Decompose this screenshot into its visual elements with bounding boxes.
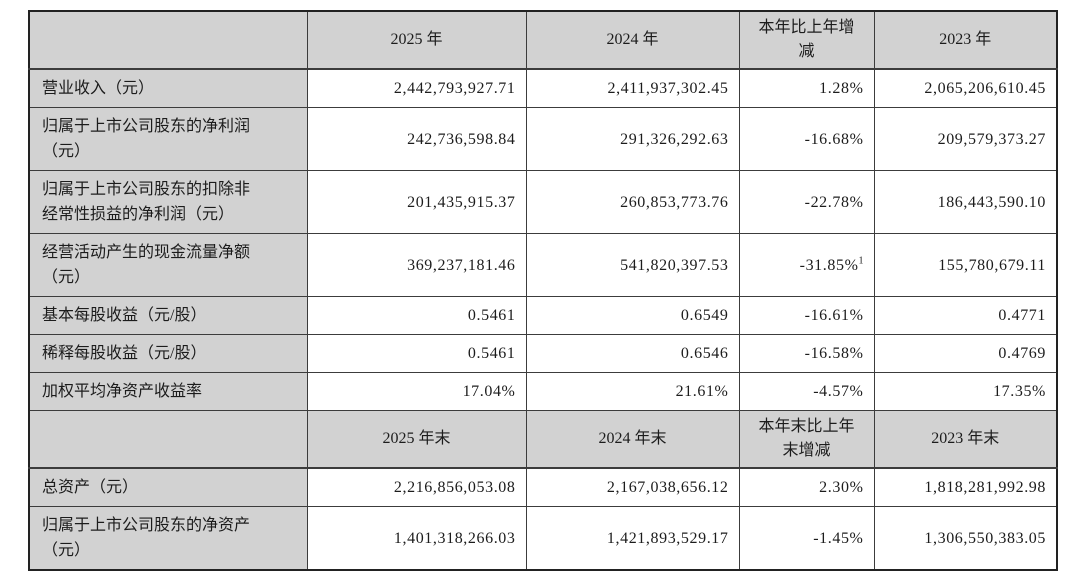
table-row: 营业收入（元） 2,442,793,927.71 2,411,937,302.45 1… — [28, 68, 1058, 108]
cell-year-2023-end: 1,818,281,992.98 — [873, 467, 1058, 507]
column-header-year-2024-end: 2024 年末 — [525, 410, 740, 469]
cell-year-2024: 2,411,937,302.45 — [525, 68, 740, 108]
row-label: 经营活动产生的现金流量净额 （元） — [28, 233, 308, 297]
cell-year-2025: 0.5461 — [306, 296, 527, 335]
cell-year-2025: 17.04% — [306, 372, 527, 411]
column-header-change-end: 本年末比上年 末增减 — [738, 410, 875, 469]
row-label: 归属于上市公司股东的扣除非 经常性损益的净利润（元） — [28, 170, 308, 234]
cell-year-2024: 0.6546 — [525, 334, 740, 373]
column-header-change: 本年比上年增 减 — [738, 10, 875, 70]
cell-year-2024: 21.61% — [525, 372, 740, 411]
cell-change: 1.28% — [738, 68, 875, 108]
table-header-row: 2025 年末 2024 年末 本年末比上年 末增减 2023 年末 — [28, 410, 1058, 469]
cell-year-2025-end: 2,216,856,053.08 — [306, 467, 527, 507]
cell-year-2024-end: 1,421,893,529.17 — [525, 506, 740, 571]
cell-year-2025: 201,435,915.37 — [306, 170, 527, 234]
row-label: 稀释每股收益（元/股） — [28, 334, 308, 373]
cell-year-2023: 186,443,590.10 — [873, 170, 1058, 234]
cell-year-2025: 242,736,598.84 — [306, 107, 527, 171]
row-label: 加权平均净资产收益率 — [28, 372, 308, 411]
corner-cell — [28, 410, 308, 469]
cell-year-2024: 291,326,292.63 — [525, 107, 740, 171]
cell-year-2023: 2,065,206,610.45 — [873, 68, 1058, 108]
cell-year-2023-end: 1,306,550,383.05 — [873, 506, 1058, 571]
cell-year-2025: 0.5461 — [306, 334, 527, 373]
table-row: 归属于上市公司股东的净利润 （元） 242,736,598.84 291,326,2… — [28, 107, 1058, 171]
column-header-year-2025: 2025 年 — [306, 10, 527, 70]
table-row: 总资产（元） 2,216,856,053.08 2,167,038,656.12 2.… — [28, 467, 1058, 507]
cell-change: -16.68% — [738, 107, 875, 171]
column-header-year-2024: 2024 年 — [525, 10, 740, 70]
table-row: 归属于上市公司股东的扣除非 经常性损益的净利润（元） 201,435,915.37… — [28, 170, 1058, 234]
table-row: 加权平均净资产收益率 17.04% 21.61% -4.57% 17.35% — [28, 372, 1058, 411]
row-label: 归属于上市公司股东的净利润 （元） — [28, 107, 308, 171]
cell-year-2023: 17.35% — [873, 372, 1058, 411]
cell-year-2025: 2,442,793,927.71 — [306, 68, 527, 108]
row-label: 营业收入（元） — [28, 68, 308, 108]
cell-year-2025: 369,237,181.46 — [306, 233, 527, 297]
table-row: 归属于上市公司股东的净资产 （元） 1,401,318,266.03 1,421,8… — [28, 506, 1058, 571]
table-row: 经营活动产生的现金流量净额 （元） 369,237,181.46 541,820,3… — [28, 233, 1058, 297]
column-header-year-2023: 2023 年 — [873, 10, 1058, 70]
financial-indicators-table: 2025 年 2024 年本年比上年增 减 2023 年营业收入（元） 2,442,7… — [28, 10, 1058, 571]
cell-change: -4.57% — [738, 372, 875, 411]
column-header-year-2023-end: 2023 年末 — [873, 410, 1058, 469]
cell-year-2023: 0.4769 — [873, 334, 1058, 373]
cell-year-2025-end: 1,401,318,266.03 — [306, 506, 527, 571]
footnote-sup: 1 — [858, 255, 864, 267]
table-header-row: 2025 年 2024 年本年比上年增 减 2023 年 — [28, 10, 1058, 70]
cell-year-2023: 0.4771 — [873, 296, 1058, 335]
cell-year-2024: 541,820,397.53 — [525, 233, 740, 297]
financial-indicators-section: 2025 年 2024 年本年比上年增 减 2023 年营业收入（元） 2,442,7… — [28, 10, 1058, 571]
row-label: 基本每股收益（元/股） — [28, 296, 308, 335]
cell-change-end: -1.45% — [738, 506, 875, 571]
cell-year-2024: 0.6549 — [525, 296, 740, 335]
cell-year-2024: 260,853,773.76 — [525, 170, 740, 234]
table-row: 基本每股收益（元/股） 0.5461 0.6549 -16.61% 0.4771 — [28, 296, 1058, 335]
cell-year-2023: 209,579,373.27 — [873, 107, 1058, 171]
row-label: 归属于上市公司股东的净资产 （元） — [28, 506, 308, 571]
table-row: 稀释每股收益（元/股） 0.5461 0.6546 -16.58% 0.4769 — [28, 334, 1058, 373]
cell-year-2024-end: 2,167,038,656.12 — [525, 467, 740, 507]
cell-change: -22.78% — [738, 170, 875, 234]
row-label: 总资产（元） — [28, 467, 308, 507]
cell-change: -16.61% — [738, 296, 875, 335]
corner-cell — [28, 10, 308, 70]
table-body: 2025 年 2024 年本年比上年增 减 2023 年营业收入（元） 2,442,7… — [28, 10, 1058, 571]
cell-year-2023: 155,780,679.11 — [873, 233, 1058, 297]
cell-change: -31.85%1 — [738, 233, 875, 297]
cell-change: -16.58% — [738, 334, 875, 373]
cell-change-end: 2.30% — [738, 467, 875, 507]
column-header-year-2025-end: 2025 年末 — [306, 410, 527, 469]
